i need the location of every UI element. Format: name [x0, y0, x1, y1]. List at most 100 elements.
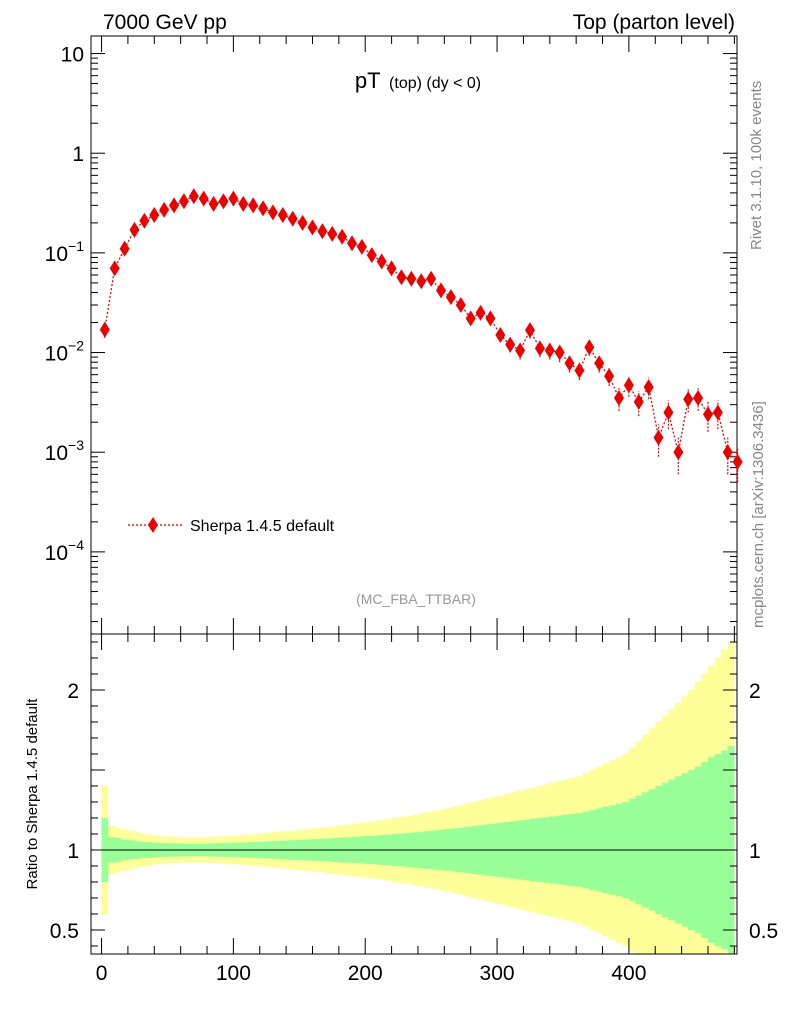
data-point [218, 193, 229, 210]
data-point [396, 269, 407, 286]
plot-title-main: pT [355, 68, 381, 93]
ratio-plot-panel: 0.5 0.5 1 1 2 2 0 100 200 300 400 Ratio to Sherpa… [24, 633, 778, 985]
data-point [643, 379, 654, 396]
analysis-label: (MC_FBA_TTBAR) [356, 591, 476, 607]
data-point [317, 223, 328, 240]
ratio-y-tick-label: 1 [67, 840, 79, 863]
data-point [129, 221, 140, 238]
data-point [228, 190, 239, 207]
main-y-tick-label: 10−1 [45, 238, 85, 266]
data-point [356, 238, 367, 255]
main-y-ticks: 10 1 10−1 10−2 10−3 10−4 [45, 44, 737, 623]
legend: Sherpa 1.4.5 default [128, 517, 335, 535]
data-point [604, 368, 615, 385]
data-point [702, 406, 713, 423]
data-point [594, 355, 605, 372]
data-point [515, 342, 526, 359]
data-point [258, 200, 269, 217]
data-point [465, 310, 476, 327]
x-tick-label: 400 [611, 962, 646, 985]
data-point [169, 197, 180, 214]
data-point [663, 404, 674, 421]
ratio-y-tick-label: 0.5 [50, 920, 79, 943]
main-y-tick-label: 1 [72, 143, 84, 166]
main-x-ticks [101, 36, 735, 634]
x-tick-label: 300 [480, 962, 515, 985]
ratio-y-tick-label-right: 0.5 [749, 920, 778, 943]
data-point [633, 393, 644, 410]
data-point [525, 322, 536, 339]
data-point [208, 195, 219, 212]
ratio-plot-frame [90, 633, 738, 955]
data-point [287, 210, 298, 227]
main-plot-panel: 10 1 10−1 10−2 10−3 10−4 pT (top) (dy < 0) Sh… [45, 35, 743, 635]
data-point [198, 190, 209, 207]
data-point [139, 212, 150, 229]
x-tick-label: 100 [216, 962, 251, 985]
data-point [673, 444, 684, 461]
data-point [149, 206, 160, 223]
data-point [505, 336, 516, 353]
ratio-x-ticks: 0 100 200 300 400 [96, 634, 735, 985]
ratio-y-tick-label-right: 2 [749, 680, 761, 703]
data-point [584, 339, 595, 356]
ratio-bands [101, 642, 735, 954]
data-point [653, 429, 664, 446]
ratio-y-tick-label: 2 [67, 680, 79, 703]
legend-label: Sherpa 1.4.5 default [190, 518, 335, 535]
x-tick-label: 200 [348, 962, 383, 985]
data-point [267, 204, 278, 221]
data-point [554, 344, 565, 361]
data-point [544, 342, 555, 359]
x-tick-label: 0 [96, 962, 108, 985]
ratio-y-ticks: 0.5 0.5 1 1 2 2 [50, 641, 778, 947]
data-point [188, 188, 199, 205]
data-point [238, 195, 249, 212]
data-point [564, 355, 575, 372]
mcplots-label: mcplots.cern.ch [arXiv:1306.3436] [750, 401, 767, 628]
plot-title: pT (top) (dy < 0) [355, 68, 481, 93]
data-point [99, 321, 110, 338]
data-point [574, 362, 585, 379]
ratio-y-label: Ratio to Sherpa 1.4.5 default [24, 698, 41, 890]
data-point [712, 404, 723, 421]
data-point [297, 214, 308, 231]
data-point [445, 289, 456, 306]
data-point [376, 253, 387, 270]
data-point [277, 206, 288, 223]
data-point [683, 391, 694, 408]
main-y-tick-label: 10−2 [45, 338, 85, 366]
header-left: 7000 GeV pp [103, 11, 227, 34]
data-point [534, 340, 545, 357]
data-point [732, 453, 743, 470]
data-point [455, 296, 466, 313]
main-y-tick-label: 10−4 [45, 537, 85, 565]
data-point [119, 240, 130, 257]
rivet-label: Rivet 3.1.10, 100k events [748, 81, 765, 250]
data-point [178, 193, 189, 210]
data-point [109, 260, 120, 277]
data-point [623, 377, 634, 394]
data-point [327, 225, 338, 242]
data-point [485, 310, 496, 327]
data-point [475, 304, 486, 321]
data-point [159, 201, 170, 218]
main-y-tick-label: 10 [61, 44, 84, 67]
series-sherpa [99, 188, 743, 483]
data-point [436, 282, 447, 299]
data-point [614, 389, 625, 406]
data-point [495, 327, 506, 343]
main-plot-frame [90, 35, 738, 635]
main-y-tick-label: 10−3 [45, 437, 85, 465]
data-point [307, 219, 318, 236]
data-point [416, 273, 427, 290]
data-point [347, 235, 358, 252]
header-right: Top (parton level) [573, 11, 735, 34]
ratio-y-tick-label-right: 1 [749, 840, 761, 863]
plot-title-sub: (top) (dy < 0) [389, 75, 481, 92]
data-point [386, 260, 397, 277]
data-point [426, 270, 437, 287]
data-point [693, 389, 704, 406]
data-point [406, 270, 417, 287]
